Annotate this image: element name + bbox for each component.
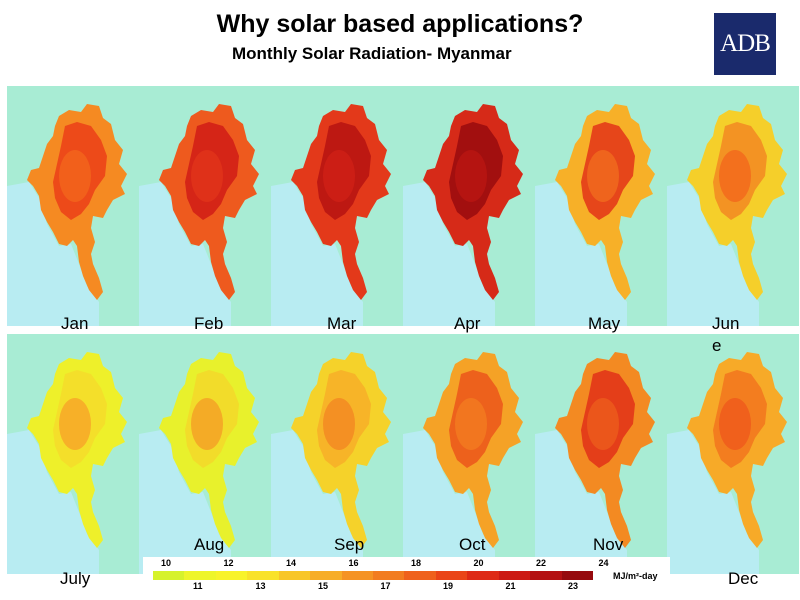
month-map <box>7 334 139 574</box>
month-map <box>271 86 403 326</box>
sea-area <box>271 430 363 574</box>
sea-area <box>271 182 363 326</box>
month-map-panel <box>7 86 139 326</box>
month-map <box>535 334 667 574</box>
month-map-panel <box>7 334 139 574</box>
legend-swatch <box>561 571 594 580</box>
page-subtitle: Monthly Solar Radiation- Myanmar <box>232 44 512 63</box>
legend-bottom-value: 19 <box>443 581 454 591</box>
radiation-zone <box>323 150 355 202</box>
legend-top-value: 12 <box>223 558 234 568</box>
radiation-zone <box>455 398 487 450</box>
radiation-zone <box>587 150 619 202</box>
legend-swatch <box>341 571 374 580</box>
legend-unit: MJ/m²-day <box>613 571 658 581</box>
radiation-zone <box>191 150 223 202</box>
legend-swatch <box>215 571 248 580</box>
month-label: Oct <box>459 535 486 554</box>
radiation-zone <box>719 150 751 202</box>
month-label: Apr <box>454 314 481 333</box>
legend-bottom-value: 11 <box>193 581 203 591</box>
month-label: Nov <box>593 535 624 554</box>
sea-area <box>667 430 759 574</box>
legend-swatch <box>247 571 280 580</box>
month-map <box>535 86 667 326</box>
legend-top-value: 14 <box>286 558 297 568</box>
radiation-zone <box>587 398 619 450</box>
legend-swatch <box>467 571 500 580</box>
month-label: Feb <box>194 314 224 333</box>
month-map-panel <box>139 86 271 326</box>
legend-bottom-value: 15 <box>318 581 329 591</box>
legend-swatch <box>184 571 217 580</box>
legend-swatch <box>435 571 468 580</box>
sea-area <box>535 430 627 574</box>
sea-area <box>139 182 231 326</box>
month-map-panel <box>667 334 799 574</box>
legend-bottom-value: 23 <box>568 581 579 591</box>
month-map <box>139 86 271 326</box>
month-label: July <box>60 569 91 588</box>
radiation-legend: 10 12 14 16 18 20 22 24 11 13 15 17 19 21 23 MJ/m²-da… <box>143 557 670 595</box>
radiation-zone <box>455 150 487 202</box>
radiation-zone <box>323 398 355 450</box>
month-map-panel <box>271 334 403 574</box>
sea-area <box>139 430 231 574</box>
legend-top-value: 24 <box>598 558 609 568</box>
month-label: Sep <box>334 535 365 554</box>
sea-area <box>667 182 759 326</box>
month-map <box>403 334 535 574</box>
month-label: Jun e <box>712 314 740 355</box>
month-label: Dec <box>728 569 759 588</box>
month-map <box>139 334 271 574</box>
adb-logo: ADB <box>714 13 776 75</box>
legend-top-value: 16 <box>348 558 359 568</box>
legend-swatch <box>278 571 311 580</box>
month-map <box>403 86 535 326</box>
month-map-panel <box>535 86 667 326</box>
legend-top-value: 10 <box>161 558 172 568</box>
legend-top-value: 22 <box>536 558 547 568</box>
legend-swatch <box>498 571 531 580</box>
month-label: May <box>588 314 621 333</box>
month-map <box>7 86 139 326</box>
month-map-panel <box>271 86 403 326</box>
month-label: Aug <box>194 535 225 554</box>
page-title: Why solar based applications? <box>216 10 584 38</box>
sea-area <box>403 182 495 326</box>
sea-area <box>7 430 99 574</box>
month-map-panel <box>667 86 799 326</box>
month-map <box>667 86 799 326</box>
month-map-panel <box>403 334 535 574</box>
month-label: Jan <box>61 314 89 333</box>
legend-swatch <box>530 571 563 580</box>
legend-swatch <box>373 571 405 580</box>
sea-area <box>403 430 495 574</box>
sea-area <box>535 182 627 326</box>
legend-swatch <box>404 571 437 580</box>
month-label: Mar <box>327 314 357 333</box>
radiation-zone <box>59 398 91 450</box>
month-map-panel <box>139 334 271 574</box>
month-map <box>271 334 403 574</box>
legend-top-value: 20 <box>473 558 484 568</box>
radiation-zone <box>191 398 223 450</box>
legend-swatch <box>153 571 185 580</box>
legend-bottom-value: 13 <box>255 581 266 591</box>
radiation-zone <box>719 398 751 450</box>
month-map-panel <box>535 334 667 574</box>
legend-bottom-value: 21 <box>505 581 516 591</box>
legend-swatch <box>310 571 343 580</box>
month-map-panel <box>403 86 535 326</box>
radiation-zone <box>59 150 91 202</box>
legend-top-value: 18 <box>411 558 422 568</box>
month-map <box>667 334 799 574</box>
legend-bottom-value: 17 <box>380 581 391 591</box>
sea-area <box>7 182 99 326</box>
